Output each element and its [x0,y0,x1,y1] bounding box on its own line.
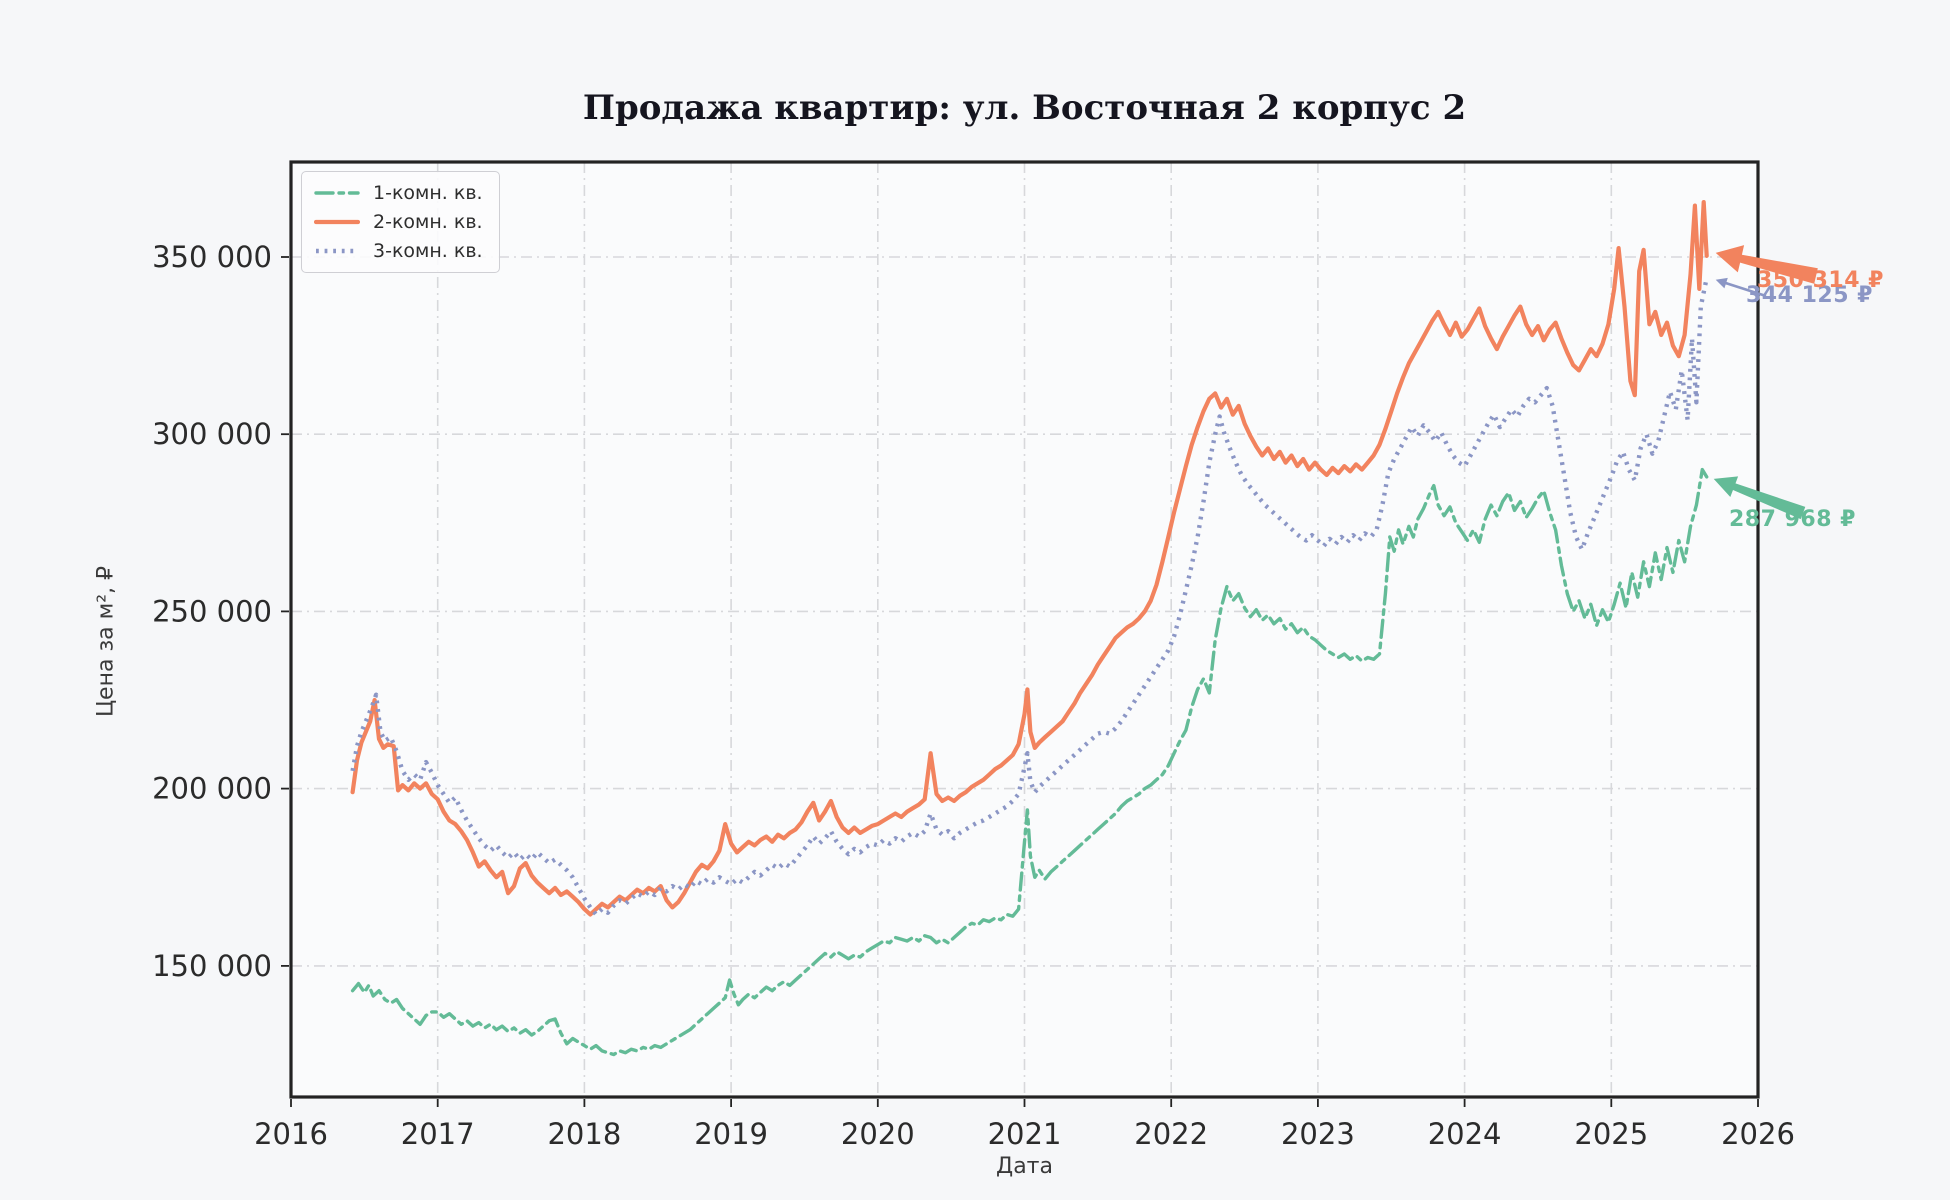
legend-label-3room: 3-комн. кв. [373,240,483,262]
svg-text:2017: 2017 [401,1117,475,1151]
annotation-3room-price: 344 125 ₽ [1746,283,1873,308]
legend: 1-комн. кв. 2-комн. кв. 3-комн. кв. [301,171,500,273]
svg-text:150 000: 150 000 [152,949,272,983]
svg-text:350 000: 350 000 [152,240,272,274]
svg-text:2024: 2024 [1428,1117,1502,1151]
legend-label-1room: 1-комн. кв. [373,182,483,204]
annotation-1room-price: 287 968 ₽ [1729,507,1856,532]
svg-text:300 000: 300 000 [152,417,272,451]
svg-text:2016: 2016 [254,1117,328,1151]
legend-line-2room-icon [314,219,360,225]
svg-text:2025: 2025 [1574,1117,1648,1151]
svg-text:2021: 2021 [988,1117,1062,1151]
legend-line-1room-icon [314,191,360,195]
svg-text:200 000: 200 000 [152,772,272,806]
legend-label-2room: 2-комн. кв. [373,211,483,233]
svg-text:2023: 2023 [1281,1117,1355,1151]
chart-title: Продажа квартир: ул. Восточная 2 корпус … [582,88,1467,128]
annotation-2room-price: 350 314 ₽ [1757,268,1884,293]
legend-line-3room-icon [316,248,358,254]
legend-item-3room: 3-комн. кв. [314,240,483,262]
svg-text:2020: 2020 [841,1117,915,1151]
svg-text:2018: 2018 [547,1117,621,1151]
y-axis-label: Цена за м², ₽ [93,565,119,718]
legend-item-1room: 1-комн. кв. [314,182,483,204]
svg-text:250 000: 250 000 [152,594,272,628]
svg-text:2026: 2026 [1721,1117,1795,1151]
svg-text:2022: 2022 [1134,1117,1208,1151]
x-axis-label: Дата [996,1154,1053,1179]
legend-item-2room: 2-комн. кв. [314,211,483,233]
svg-text:2019: 2019 [694,1117,768,1151]
